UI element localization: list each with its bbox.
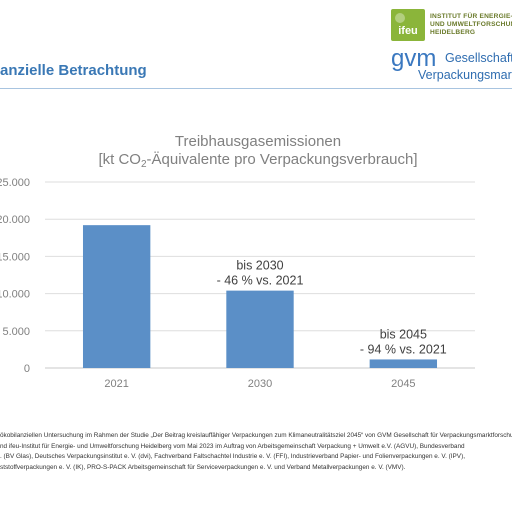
ifeu-name: INSTITUT FÜR ENERGIE- UND UMWELTFORSCHUN… [430,13,512,37]
emissions-bar-chart: Treibhausgasemissionen [kt CO2-Äquivalen… [0,133,475,390]
y-tick-label: 15.000 [0,251,30,263]
ifeu-name-line: UND UMWELTFORSCHUNG [430,21,512,28]
footnote-line: nd ifeu-Institut für Energie- und Umwelt… [0,442,465,450]
ifeu-logo: ifeu [391,9,425,41]
x-tick-label: 2021 [104,378,128,390]
annotation-2045: bis 2045 [380,327,427,341]
chart-title: Treibhausgasemissionen [175,133,341,150]
y-tick-label: 20.000 [0,214,30,226]
x-tick-label: 2045 [391,378,415,390]
chart-subtitle-part: -Äquivalente pro Verpackungsverbrauch] [147,151,418,168]
y-tick-label: 5.000 [2,326,30,338]
ifeu-logo-text: ifeu [398,25,418,37]
footnote-line: ökobilanziellen Untersuchung im Rahmen d… [0,432,512,439]
chart-subtitle-subscript: 2 [141,159,147,170]
annotation-2030: - 46 % vs. 2021 [217,274,304,288]
gvm-name-line: Gesellschaft [445,51,512,65]
footnote-line: . (BV Glas), Deutsches Verpackungsinstit… [0,453,465,460]
gvm-logo-text: gvm [391,46,436,72]
footnote-line: ststoffverpackungen e. V. (IK), PRO-S-PA… [0,463,406,471]
page-title: anzielle Betrachtung [0,62,147,79]
annotation-2030: bis 2030 [236,259,283,273]
gvm-name-line: Verpackungsmarkt [418,68,512,82]
y-tick-label: 25.000 [0,177,30,189]
source-footnote: ökobilanziellen Untersuchung im Rahmen d… [0,431,512,473]
y-tick-label: 10.000 [0,289,30,301]
bar-2030 [226,290,294,368]
bar-2045 [369,359,438,368]
ifeu-name-line: INSTITUT FÜR ENERGIE- [430,13,512,20]
chart-subtitle-part: [kt CO [98,151,141,168]
ifeu-name-line: HEIDELBERG [430,29,476,36]
x-tick-label: 2030 [248,378,272,390]
y-tick-label: 0 [24,363,30,375]
gvm-logo: gvm [391,46,436,72]
annotation-2045: - 94 % vs. 2021 [360,342,447,356]
title-divider [0,88,512,89]
bar-2021 [82,225,151,368]
chart-subtitle: [kt CO2-Äquivalente pro Verpackungsverbr… [98,151,417,170]
